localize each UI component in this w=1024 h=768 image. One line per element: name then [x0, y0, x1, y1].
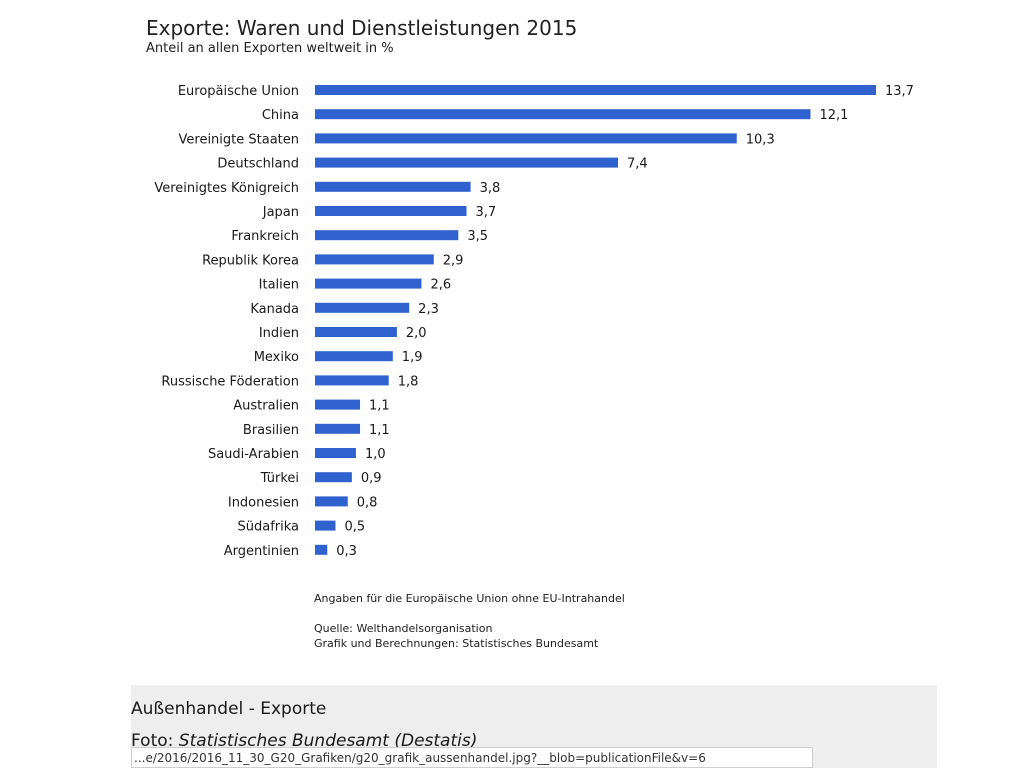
category-label: Türkei	[260, 471, 299, 486]
category-label: Italien	[259, 278, 299, 293]
value-label: 7,4	[627, 157, 648, 172]
note-source: Quelle: Welthandelsorganisation	[314, 622, 493, 635]
value-label: 0,3	[336, 544, 357, 559]
value-label: 13,7	[885, 84, 914, 99]
category-label: China	[262, 108, 299, 123]
caption-credit-prefix: Foto:	[131, 731, 179, 751]
value-label: 3,7	[476, 205, 497, 220]
category-label: Mexiko	[254, 350, 299, 365]
value-label: 1,1	[369, 399, 390, 414]
bar	[315, 85, 876, 95]
bar	[315, 181, 471, 192]
value-label: 2,9	[443, 253, 464, 268]
note-eu-intrahandel: Angaben für die Europäische Union ohne E…	[314, 592, 625, 605]
category-label: Vereinigtes Königreich	[154, 181, 299, 196]
category-label: Europäische Union	[178, 84, 299, 99]
value-label: 2,6	[430, 278, 451, 293]
bar	[315, 302, 410, 313]
bar	[315, 399, 361, 410]
category-label: Republik Korea	[202, 253, 299, 268]
value-label: 0,5	[344, 520, 365, 535]
value-label: 1,8	[398, 374, 419, 389]
value-label: 2,3	[418, 302, 439, 317]
bar	[315, 254, 434, 265]
url-tooltip: ...e/2016/2016_11_30_G20_Grafiken/g20_gr…	[131, 747, 813, 768]
bar	[315, 472, 352, 483]
value-label: 1,9	[402, 350, 423, 365]
bar	[315, 278, 422, 289]
bar	[315, 351, 393, 362]
category-label: Saudi-Arabien	[208, 447, 299, 462]
value-label: 12,1	[819, 108, 848, 123]
category-label: Russische Föderation	[161, 374, 299, 389]
value-label: 0,9	[361, 471, 382, 486]
category-label: Deutschland	[217, 157, 299, 172]
category-label: Japan	[262, 205, 299, 220]
caption-title: Außenhandel - Exporte	[131, 699, 327, 719]
category-label: Südafrika	[237, 520, 299, 535]
bar	[315, 496, 348, 507]
category-label: Indien	[259, 326, 299, 341]
bar	[315, 423, 361, 434]
category-label: Indonesien	[228, 495, 299, 510]
category-label: Argentinien	[224, 544, 299, 559]
bar-chart: Europäische Union 13,7 China 12,1 Vereinigte…	[154, 84, 914, 559]
value-label: 0,8	[357, 495, 378, 510]
caption-credit: Foto: Statistisches Bundesamt (Destatis)	[131, 731, 477, 751]
caption-credit-source: Statistisches Bundesamt (Destatis)	[178, 731, 478, 751]
note-graphic-credit: Grafik und Berechnungen: Statistisches B…	[314, 637, 599, 650]
category-label: Kanada	[250, 302, 299, 317]
value-label: 2,0	[406, 326, 427, 341]
value-label: 1,1	[369, 423, 390, 438]
category-label: Australien	[233, 399, 299, 414]
bar	[315, 544, 328, 555]
bar	[315, 448, 356, 458]
bar	[315, 375, 389, 386]
bar	[315, 206, 467, 216]
value-label: 3,8	[480, 181, 501, 196]
value-label: 1,0	[365, 447, 386, 462]
value-label: 3,5	[467, 229, 488, 244]
bar	[315, 520, 336, 531]
value-label: 10,3	[746, 132, 775, 147]
chart-title: Exporte: Waren und Dienstleistungen 2015	[146, 16, 578, 40]
bar	[315, 327, 397, 337]
category-label: Brasilien	[243, 423, 299, 438]
bar	[315, 109, 811, 120]
bar	[315, 230, 459, 241]
bar	[315, 133, 737, 144]
bar	[315, 157, 619, 168]
chart-subtitle: Anteil an allen Exporten weltweit in %	[146, 41, 394, 56]
category-label: Vereinigte Staaten	[179, 132, 300, 147]
category-label: Frankreich	[231, 229, 299, 244]
